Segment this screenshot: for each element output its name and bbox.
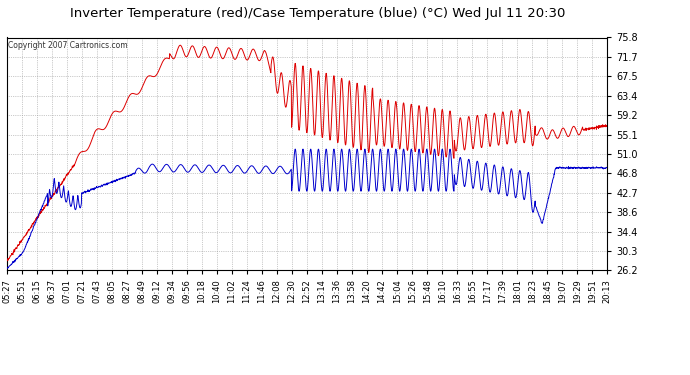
Text: Copyright 2007 Cartronics.com: Copyright 2007 Cartronics.com — [8, 41, 128, 50]
Text: Inverter Temperature (red)/Case Temperature (blue) (°C) Wed Jul 11 20:30: Inverter Temperature (red)/Case Temperat… — [70, 8, 565, 21]
